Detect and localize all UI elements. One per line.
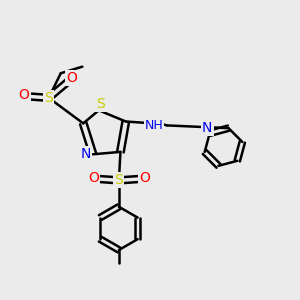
- Text: NH: NH: [145, 119, 164, 132]
- Text: O: O: [66, 71, 77, 85]
- Text: S: S: [96, 97, 105, 111]
- Text: N: N: [80, 147, 91, 161]
- Text: O: O: [139, 171, 150, 185]
- Text: S: S: [44, 91, 53, 105]
- Text: O: O: [88, 171, 99, 185]
- Text: S: S: [115, 173, 123, 188]
- Text: O: O: [19, 88, 30, 103]
- Text: N: N: [202, 121, 212, 135]
